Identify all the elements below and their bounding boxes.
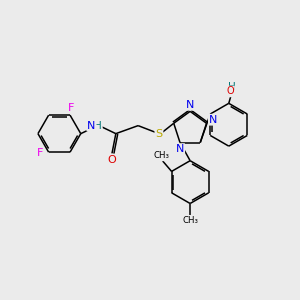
Text: F: F [37,148,44,158]
Text: H: H [94,121,102,130]
Text: N: N [209,115,217,125]
Text: S: S [155,129,163,139]
Text: CH₃: CH₃ [182,216,198,225]
Text: O: O [107,154,116,164]
Text: CH₃: CH₃ [154,152,169,160]
Text: N: N [186,100,194,110]
Text: F: F [68,103,74,113]
Text: H: H [229,82,236,92]
Text: N: N [176,144,184,154]
Text: N: N [87,121,96,130]
Text: O: O [226,86,234,96]
